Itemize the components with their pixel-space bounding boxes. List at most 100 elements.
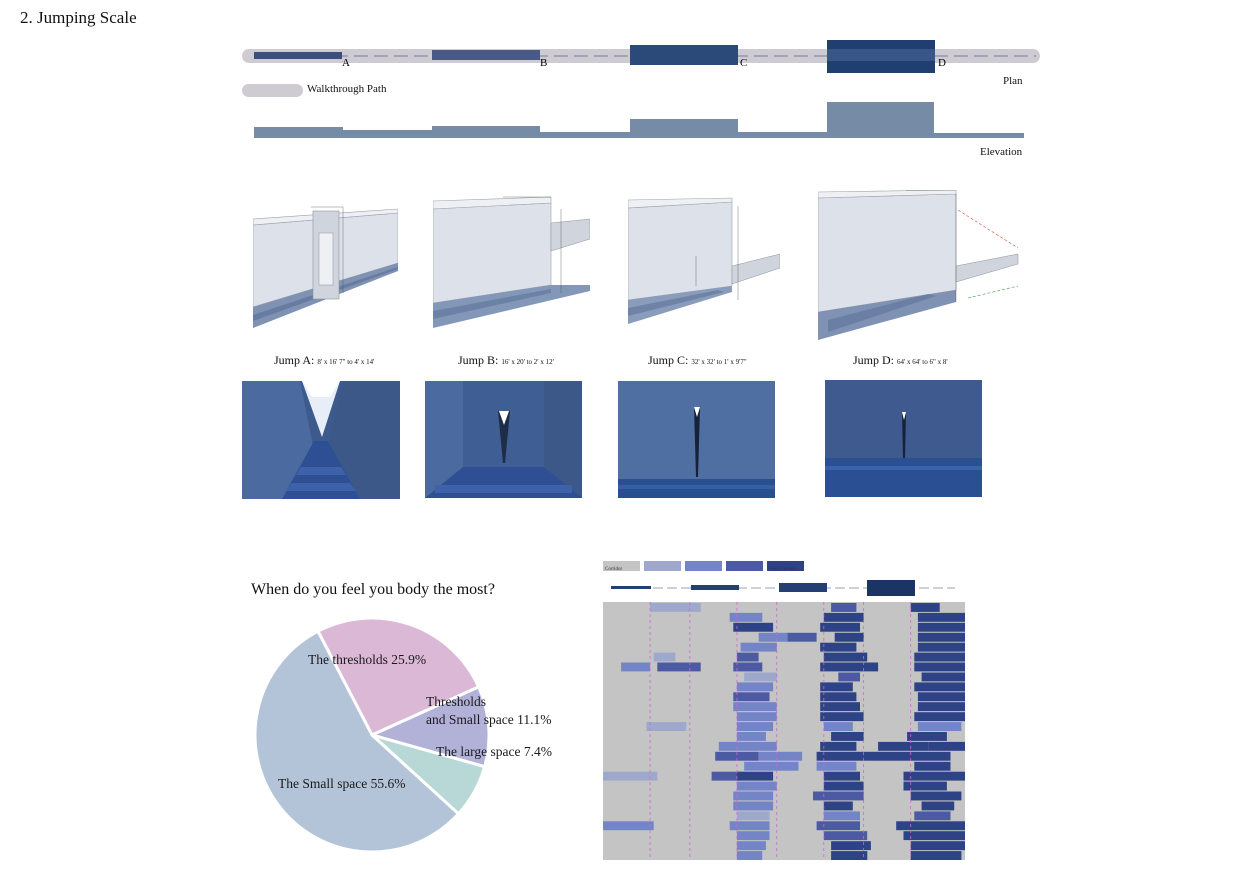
heatmap-cell <box>736 811 770 821</box>
walkthrough-path-label: Walkthrough Path <box>307 83 387 95</box>
iso-view-a <box>253 206 398 328</box>
heatmap-cell <box>823 652 868 662</box>
plan-diagram: A B C D <box>242 40 1040 73</box>
render-b <box>425 381 582 498</box>
heatmap-cell <box>744 761 799 771</box>
jump-spec-d: 64' x 64' to 6" x 8' <box>897 358 948 366</box>
heatmap-cell <box>820 741 857 751</box>
heatmap-cell <box>820 702 860 712</box>
heatmap-cell <box>914 682 965 692</box>
jump-caption-c: Jump C: 32' x 32' to 1' x 9'7" <box>648 353 747 368</box>
heatmap-cell <box>903 781 947 791</box>
heatmap-cell <box>928 741 965 751</box>
plan-point-a: A <box>342 57 350 69</box>
heatmap-cell <box>823 811 860 821</box>
heatmap-cell <box>646 722 687 731</box>
heatmap-cell <box>914 712 965 722</box>
pie-slice-thresholds-and-small-space <box>367 684 491 769</box>
plan-point-b: B <box>540 57 547 69</box>
heatmap-cell <box>820 622 860 632</box>
walkthrough-path-swatch <box>242 84 303 97</box>
heatmap-cell <box>921 801 955 811</box>
heatmap-cell <box>907 732 947 741</box>
heatmap-cell <box>657 662 701 672</box>
heatmap-cell <box>903 831 965 841</box>
heatmap-cell <box>917 642 965 652</box>
iso-view-b <box>433 196 590 328</box>
heatmap-cell <box>816 761 857 771</box>
heatmap-cell <box>820 712 864 722</box>
heatmap-cell <box>736 732 766 741</box>
heatmap-legend-swatch-2 <box>685 561 722 571</box>
heatmap-cell <box>820 692 857 702</box>
heatmap-cell <box>823 781 864 791</box>
heatmap-cell <box>736 771 774 781</box>
heatmap-cell <box>733 622 774 632</box>
jump-name-a: Jump A: <box>274 353 315 367</box>
heatmap-cell <box>831 603 857 612</box>
heatmap-cell <box>787 632 817 642</box>
heatmap-cell <box>823 612 864 622</box>
heatmap-cell <box>758 632 788 642</box>
heatmap-cell <box>711 771 741 781</box>
heatmap-legend-label-0: Corridor <box>605 567 623 572</box>
jump-spec-a: 8' x 16' 7" to 4' x 14' <box>317 358 375 366</box>
heatmap-cell <box>715 751 759 761</box>
heatmap-cell <box>603 771 658 781</box>
heatmap-cell <box>736 841 766 851</box>
heatmap-cell <box>896 821 965 831</box>
heatmap-cell <box>863 751 951 761</box>
heatmap-cell <box>733 662 763 672</box>
heatmap-cell <box>910 841 965 851</box>
heatmap-cell <box>736 652 759 662</box>
heatmap-cell <box>736 831 770 841</box>
heatmap-cell <box>603 821 654 831</box>
heatmap-cell <box>758 751 803 761</box>
jump-name-c: Jump C: <box>648 353 689 367</box>
heatmap-cell <box>729 821 770 831</box>
iso-view-d <box>818 190 1019 340</box>
heatmap-legend-label-4: Dark Corridor <box>769 567 798 572</box>
heatmap-cell <box>914 811 951 821</box>
heatmap-cell <box>736 712 777 722</box>
pie-chart: The thresholds 25.9% Thresholds and Smal… <box>253 616 552 854</box>
elevation-profile <box>254 102 1024 138</box>
heatmap-cell <box>733 801 774 811</box>
heatmap-cell <box>838 672 860 682</box>
heatmap-cell <box>736 722 774 731</box>
jump-name-b: Jump B: <box>458 353 499 367</box>
heatmap-legend-swatch-1 <box>644 561 681 571</box>
plan-room-a <box>254 52 342 59</box>
heatmap-legend-swatch-4 <box>767 561 804 571</box>
jump-spec-b: 16' x 20' to 2' x 12' <box>501 358 554 366</box>
jump-caption-d: Jump D: 64' x 64' to 6" x 8' <box>853 353 948 368</box>
heatmap-cell <box>718 741 777 751</box>
heatmap-cell <box>917 722 962 731</box>
page-title: 2. Jumping Scale <box>20 8 137 27</box>
heatmap-cell <box>910 603 940 612</box>
heatmap-cell <box>820 662 879 672</box>
heatmap-cell <box>914 652 965 662</box>
heatmap-cell <box>816 751 864 761</box>
heatmap-plan-strip <box>611 580 955 596</box>
heatmap-cell <box>820 682 853 692</box>
heatmap-cell <box>921 672 965 682</box>
heatmap-cell <box>917 632 965 642</box>
heatmap-cell <box>823 771 860 781</box>
plan-point-c: C <box>740 57 747 69</box>
heatmap-cell <box>823 801 853 811</box>
pie-slice-the-small-space <box>253 629 461 854</box>
heatmap-cell <box>736 682 774 692</box>
plan-room-d-band <box>827 49 935 61</box>
render-d <box>825 380 982 497</box>
heatmap-cell <box>831 851 868 860</box>
heatmap-legend: Corridor Dark Corridor <box>603 561 804 572</box>
pie-label-thresholds: The thresholds 25.9% <box>308 652 426 667</box>
pie-chart-title: When do you feel you body the most? <box>251 581 495 598</box>
heatmap-cell <box>831 732 864 741</box>
elevation-diagram <box>254 102 1024 138</box>
heatmap-cell <box>917 692 965 702</box>
heatmap-cell <box>729 612 763 622</box>
heatmap-chart <box>603 602 965 860</box>
heatmap-cell <box>733 791 774 801</box>
